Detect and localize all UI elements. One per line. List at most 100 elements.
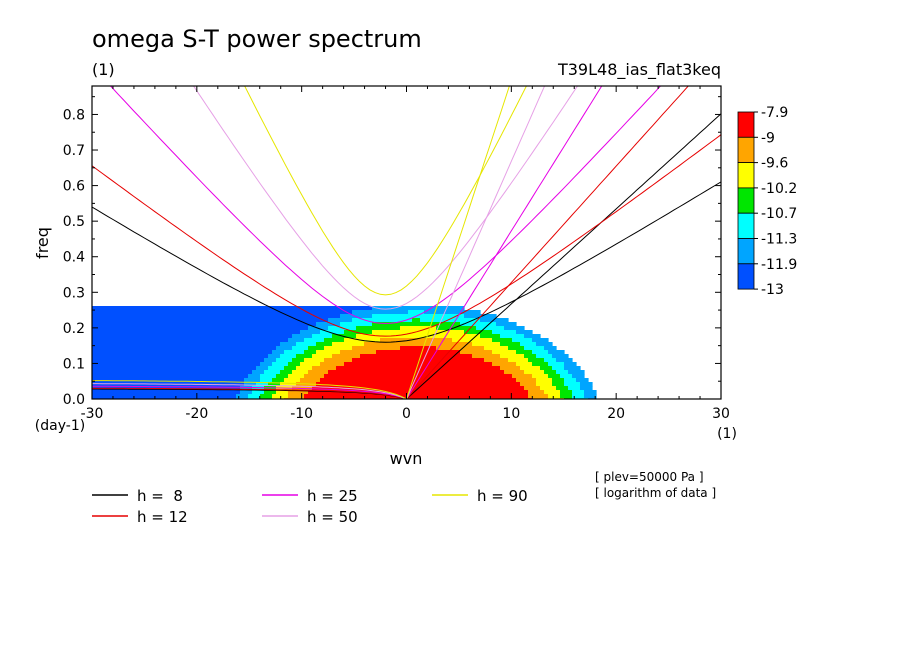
dispersion-curve-h50-kelvin — [406, 86, 546, 399]
colorbar-swatch — [737, 212, 755, 239]
heatmap-cell — [480, 334, 501, 339]
heatmap-cell — [304, 350, 317, 355]
heatmap-cell — [92, 370, 253, 375]
colorbar-swatch — [737, 162, 755, 189]
heatmap-cell — [92, 354, 269, 359]
dispersion-curve-h12-rossby — [92, 387, 407, 399]
heatmap-cell — [460, 350, 493, 355]
y-tick-label: 0.5 — [63, 214, 85, 230]
heatmap-cell — [532, 362, 549, 367]
heatmap-cell — [372, 306, 465, 311]
heatmap-cell — [252, 390, 265, 395]
heatmap-cell — [512, 374, 533, 379]
heatmap-cell — [500, 342, 521, 347]
dispersion-curve-h8-gravity — [92, 181, 721, 343]
heatmap-cell — [264, 390, 277, 395]
dispersion-curve-h90-rossby — [92, 380, 407, 399]
heatmap-cell — [300, 330, 321, 335]
heatmap-cell — [452, 338, 493, 343]
heatmap-cell — [372, 330, 465, 335]
heatmap-cell — [544, 390, 561, 395]
colorbar-label: -13 — [761, 282, 784, 298]
heatmap-cell — [524, 354, 537, 359]
heatmap-cell — [296, 354, 313, 359]
heatmap-cell — [408, 310, 425, 315]
heatmap-cell — [92, 358, 265, 363]
heatmap-cell — [508, 346, 525, 351]
heatmap-cell — [424, 310, 481, 315]
heatmap-cell — [516, 362, 533, 367]
dispersion-curve-h8-kelvin — [406, 113, 721, 399]
heatmap-cell — [412, 318, 421, 323]
heatmap-cell — [464, 314, 497, 319]
heatmap-cell — [580, 382, 593, 387]
heatmap-cell — [332, 342, 365, 347]
heatmap-cell — [92, 314, 341, 319]
heatmap-cell — [556, 386, 569, 391]
heatmap-cell — [92, 342, 281, 347]
heatmap-cell — [92, 350, 273, 355]
heatmap-cell — [512, 338, 533, 343]
heatmap-cell — [256, 382, 269, 387]
heatmap-cell — [316, 322, 341, 327]
heatmap-cell — [352, 318, 413, 323]
heatmap-cell — [272, 362, 289, 367]
heatmap-cell — [272, 350, 285, 355]
colorbar-label: -9 — [761, 130, 775, 146]
heatmap-cell — [560, 374, 573, 379]
heatmap-cell — [460, 322, 497, 327]
heatmap-cell — [572, 374, 585, 379]
colorbar-label: -7.9 — [761, 105, 788, 121]
dispersion-curve-h50-rossby — [92, 383, 407, 399]
heatmap-cell — [288, 390, 309, 395]
heatmap-cell — [288, 394, 305, 399]
heatmap-cell — [264, 358, 277, 363]
heatmap-cell — [312, 366, 337, 371]
heatmap-cell — [536, 342, 553, 347]
heatmap-cell — [328, 318, 353, 323]
heatmap-cell — [296, 366, 313, 371]
heatmap-cell — [92, 326, 309, 331]
heatmap-cell — [360, 354, 473, 359]
heatmap-cell — [332, 354, 361, 359]
heatmap-cell — [552, 366, 565, 371]
heatmap-cell — [92, 322, 317, 327]
heatmap-cell — [532, 338, 549, 343]
heatmap-cell — [316, 342, 333, 347]
heatmap-cell — [500, 366, 521, 371]
heatmap-cell — [544, 358, 557, 363]
heatmap-cell — [92, 330, 301, 335]
heatmap-cell — [328, 370, 505, 375]
x-axis-label: wvn — [390, 449, 423, 468]
y-tick-label: 0.2 — [63, 321, 85, 337]
heatmap-cell — [248, 374, 261, 379]
heatmap-cell — [352, 358, 485, 363]
heatmap-cell — [356, 334, 481, 339]
heatmap-cell — [316, 382, 521, 387]
heatmap-cell — [276, 374, 289, 379]
heatmap-cell — [464, 330, 493, 335]
heatmap-cell — [324, 338, 345, 343]
heatmap-cell — [356, 326, 401, 331]
heatmap-cell — [580, 386, 593, 391]
heatmap-cell — [536, 378, 553, 383]
heatmap-cell — [324, 374, 513, 379]
heatmap-cell — [380, 338, 453, 343]
heatmap-cell — [268, 382, 281, 387]
dispersion-curve-h25-kelvin — [406, 86, 603, 399]
heatmap-cell — [584, 390, 597, 395]
chart-subtitle-right: T39L48_ias_flat3keq — [557, 60, 721, 80]
heatmap-cell — [296, 342, 317, 347]
colorbar-swatch — [737, 111, 755, 138]
heatmap-cell — [548, 350, 565, 355]
heatmap-cell — [364, 342, 473, 347]
heatmap-cell — [508, 358, 529, 363]
heatmap-cell — [472, 354, 501, 359]
heatmap-cell — [92, 338, 289, 343]
heatmap-cell — [548, 362, 565, 367]
heatmap-cell — [552, 382, 565, 387]
dispersion-curve-h90-kelvin — [406, 86, 510, 399]
heatmap-cell — [248, 394, 261, 399]
colorbar-swatch — [737, 263, 755, 290]
